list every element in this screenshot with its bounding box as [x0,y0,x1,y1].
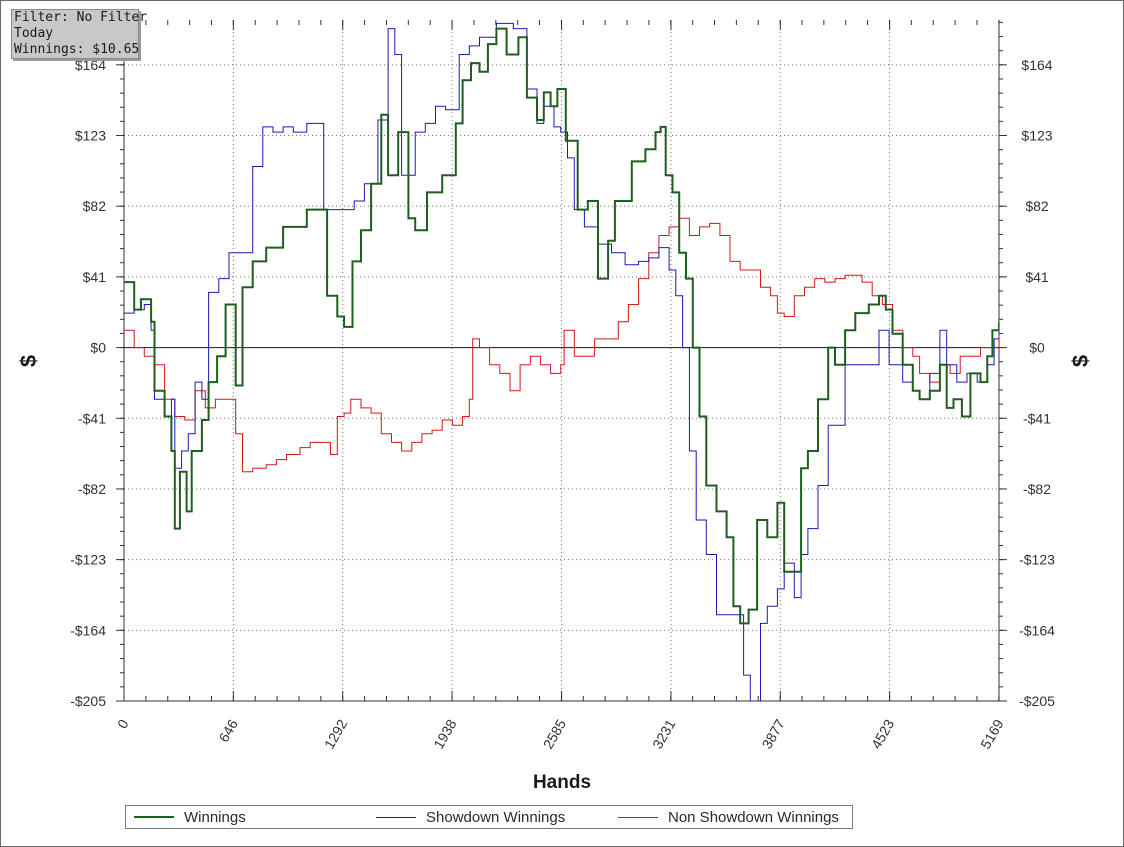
y-tick-label-left: $164 [75,57,106,73]
x-tick-label: 5169 [977,716,1007,751]
legend-swatch-winnings [134,816,174,818]
y-tick-label-left: -$41 [78,410,106,426]
x-tick-label: 1292 [321,716,351,751]
legend-item-winnings: Winnings [134,806,246,828]
series-line-showdown-winnings [124,22,999,701]
x-tick-label: 1938 [430,716,460,751]
legend-label-winnings: Winnings [184,808,246,826]
x-axis-label: Hands [533,772,591,793]
y-axis-label-left: $ [16,355,41,367]
y-axis-label-right: $ [1068,355,1093,367]
legend-item-non-showdown: Non Showdown Winnings [618,806,839,828]
x-tick-label: 3877 [758,716,788,751]
series-line-winnings [124,27,999,625]
x-tick-label: 4523 [868,716,898,751]
y-tick-label-right: $123 [1021,128,1052,144]
x-tick-label: 3231 [649,716,679,751]
grid [123,20,1000,702]
y-tick-label-right: $82 [1025,198,1049,214]
y-tick-label-left: -$123 [70,552,106,568]
y-tick-label-left: $0 [90,340,106,356]
y-tick-label-left: $41 [83,269,107,285]
y-tick-label-right: $41 [1025,269,1049,285]
x-tick-label: 0 [114,716,132,731]
y-tick-label-right: $164 [1021,57,1052,73]
legend-label-showdown: Showdown Winnings [426,808,566,826]
period-label: Today [14,26,54,41]
y-tick-label-right: -$82 [1023,481,1051,497]
y-tick-label-left: $82 [83,198,107,214]
y-tick-label-left: -$205 [70,693,106,709]
series [124,22,999,701]
legend-swatch-non-showdown [618,816,658,818]
y-tick-label-left: -$164 [70,622,106,638]
filter-label: Filter: No Filter [14,10,148,25]
y-tick-label-left: $123 [75,128,106,144]
winnings-total: Winnings: $10.65 [14,42,140,57]
tick-labels: $164 $164 $123 $123 $82 $82 $41 $41 $0 $0 -$41 -$41… [70,57,1055,752]
legend-item-showdown: Showdown Winnings [376,806,565,828]
y-tick-label-right: -$123 [1019,552,1055,568]
y-tick-label-right: -$164 [1019,622,1055,638]
series-line-non-showdown-winnings [124,217,999,473]
legend: Winnings Showdown Winnings Non Showdown … [125,805,853,829]
y-tick-label-right: -$41 [1023,410,1051,426]
legend-label-non-showdown: Non Showdown Winnings [668,808,839,826]
y-tick-label-right: $0 [1029,340,1045,356]
x-tick-label: 646 [215,716,241,744]
legend-swatch-showdown [376,816,416,818]
y-tick-label-right: -$205 [1019,693,1055,709]
filter-info-box: Filter: No Filter Today Winnings: $10.65 [11,9,148,59]
x-tick-label: 2585 [540,716,570,751]
y-tick-label-left: -$82 [78,481,106,497]
